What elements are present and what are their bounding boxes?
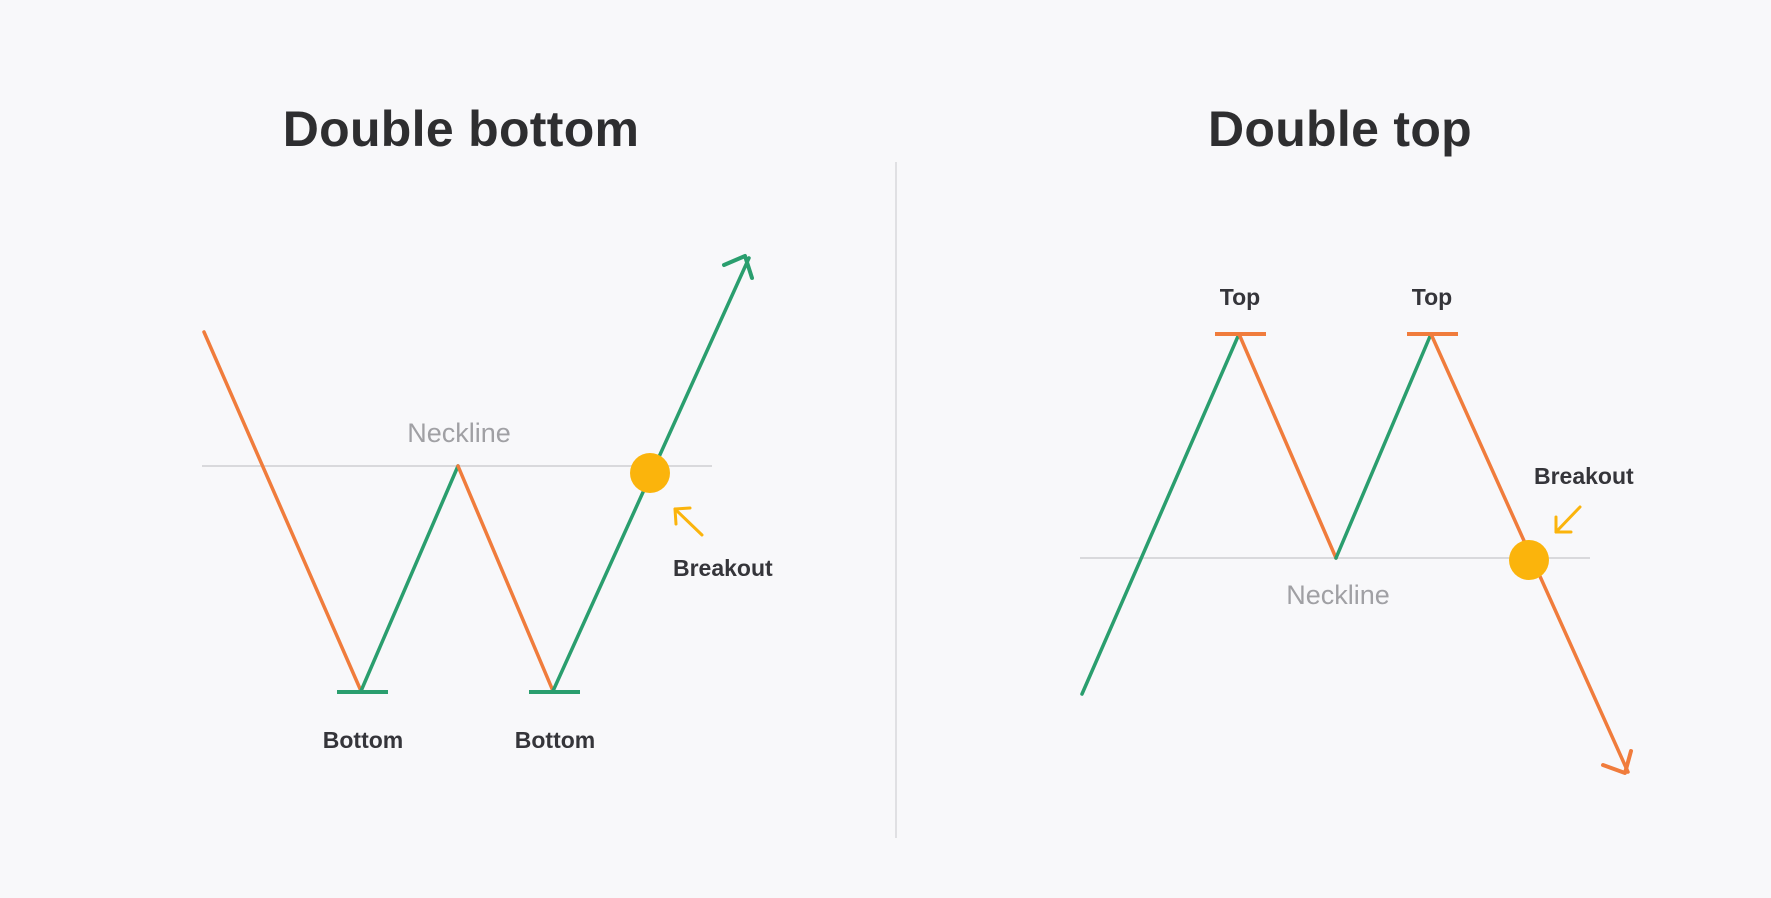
double-top-neckline-label: Neckline bbox=[1286, 580, 1390, 610]
breakout-point-marker bbox=[630, 453, 670, 493]
bottom-label-1: Bottom bbox=[322, 727, 404, 753]
decline-arrowhead-icon bbox=[1601, 749, 1633, 775]
second-decline bbox=[456, 464, 555, 693]
bottom-label-2: Bottom bbox=[514, 727, 596, 753]
top-label-2: Top bbox=[1411, 284, 1453, 310]
double-bottom-breakout-label: Breakout bbox=[673, 555, 773, 581]
top-label-1: Top bbox=[1219, 284, 1261, 310]
double-bottom-title: Double bottom bbox=[282, 101, 640, 157]
double-top-title: Double top bbox=[1207, 101, 1473, 157]
second-rally bbox=[1334, 332, 1433, 560]
breakdown-pointer-icon bbox=[1554, 505, 1582, 534]
rally-arrowhead-icon bbox=[722, 254, 754, 280]
double-top-diagram bbox=[1080, 332, 1633, 775]
breakout-pointer-icon bbox=[673, 506, 704, 537]
double-bottom-diagram bbox=[202, 254, 754, 694]
initial-decline bbox=[202, 330, 363, 693]
first-rebound bbox=[359, 464, 460, 693]
double-bottom-neckline-label: Neckline bbox=[407, 418, 511, 448]
first-decline bbox=[1237, 332, 1338, 560]
breakdown-point-marker bbox=[1509, 540, 1549, 580]
initial-rally bbox=[1080, 332, 1241, 696]
double-top-breakout-label: Breakout bbox=[1534, 463, 1634, 489]
